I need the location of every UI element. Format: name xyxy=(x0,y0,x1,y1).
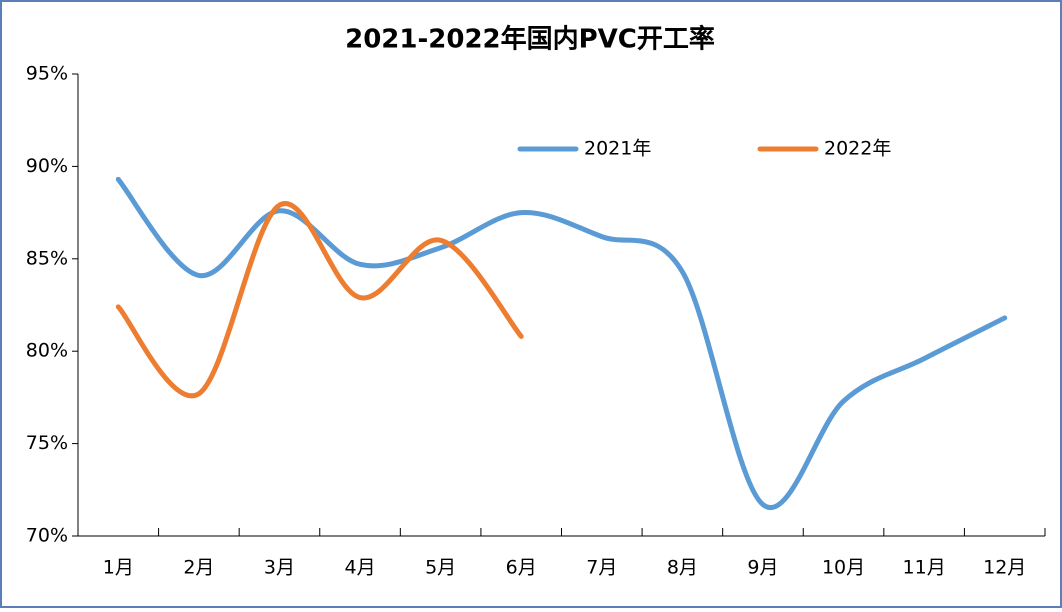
line-series xyxy=(115,176,1008,510)
x-tick-label: 7月 xyxy=(586,557,617,579)
x-tick-label: 11月 xyxy=(903,557,946,579)
x-tick-label: 8月 xyxy=(667,557,698,579)
x-tick-label: 12月 xyxy=(983,557,1026,579)
y-tick-label: 80% xyxy=(26,340,68,362)
legend-label: 2022年 xyxy=(824,138,891,160)
x-tick-label: 6月 xyxy=(506,557,537,579)
chart-title: 2021-2022年国内PVC开工率 xyxy=(345,24,715,55)
line-series xyxy=(115,201,524,399)
x-tick-label: 2月 xyxy=(183,557,214,579)
legend-label: 2021年 xyxy=(584,138,651,160)
x-tick-label: 9月 xyxy=(747,557,778,579)
y-tick-label: 70% xyxy=(26,525,68,547)
y-tick-label: 95% xyxy=(26,63,68,85)
y-tick-label: 90% xyxy=(26,155,68,177)
x-tick-label: 1月 xyxy=(103,557,134,579)
x-tick-label: 5月 xyxy=(425,557,456,579)
y-tick-label: 75% xyxy=(26,432,68,454)
x-tick-label: 3月 xyxy=(264,557,295,579)
x-tick-label: 4月 xyxy=(344,557,375,579)
y-tick-label: 85% xyxy=(26,247,68,269)
x-tick-label: 10月 xyxy=(822,557,865,579)
